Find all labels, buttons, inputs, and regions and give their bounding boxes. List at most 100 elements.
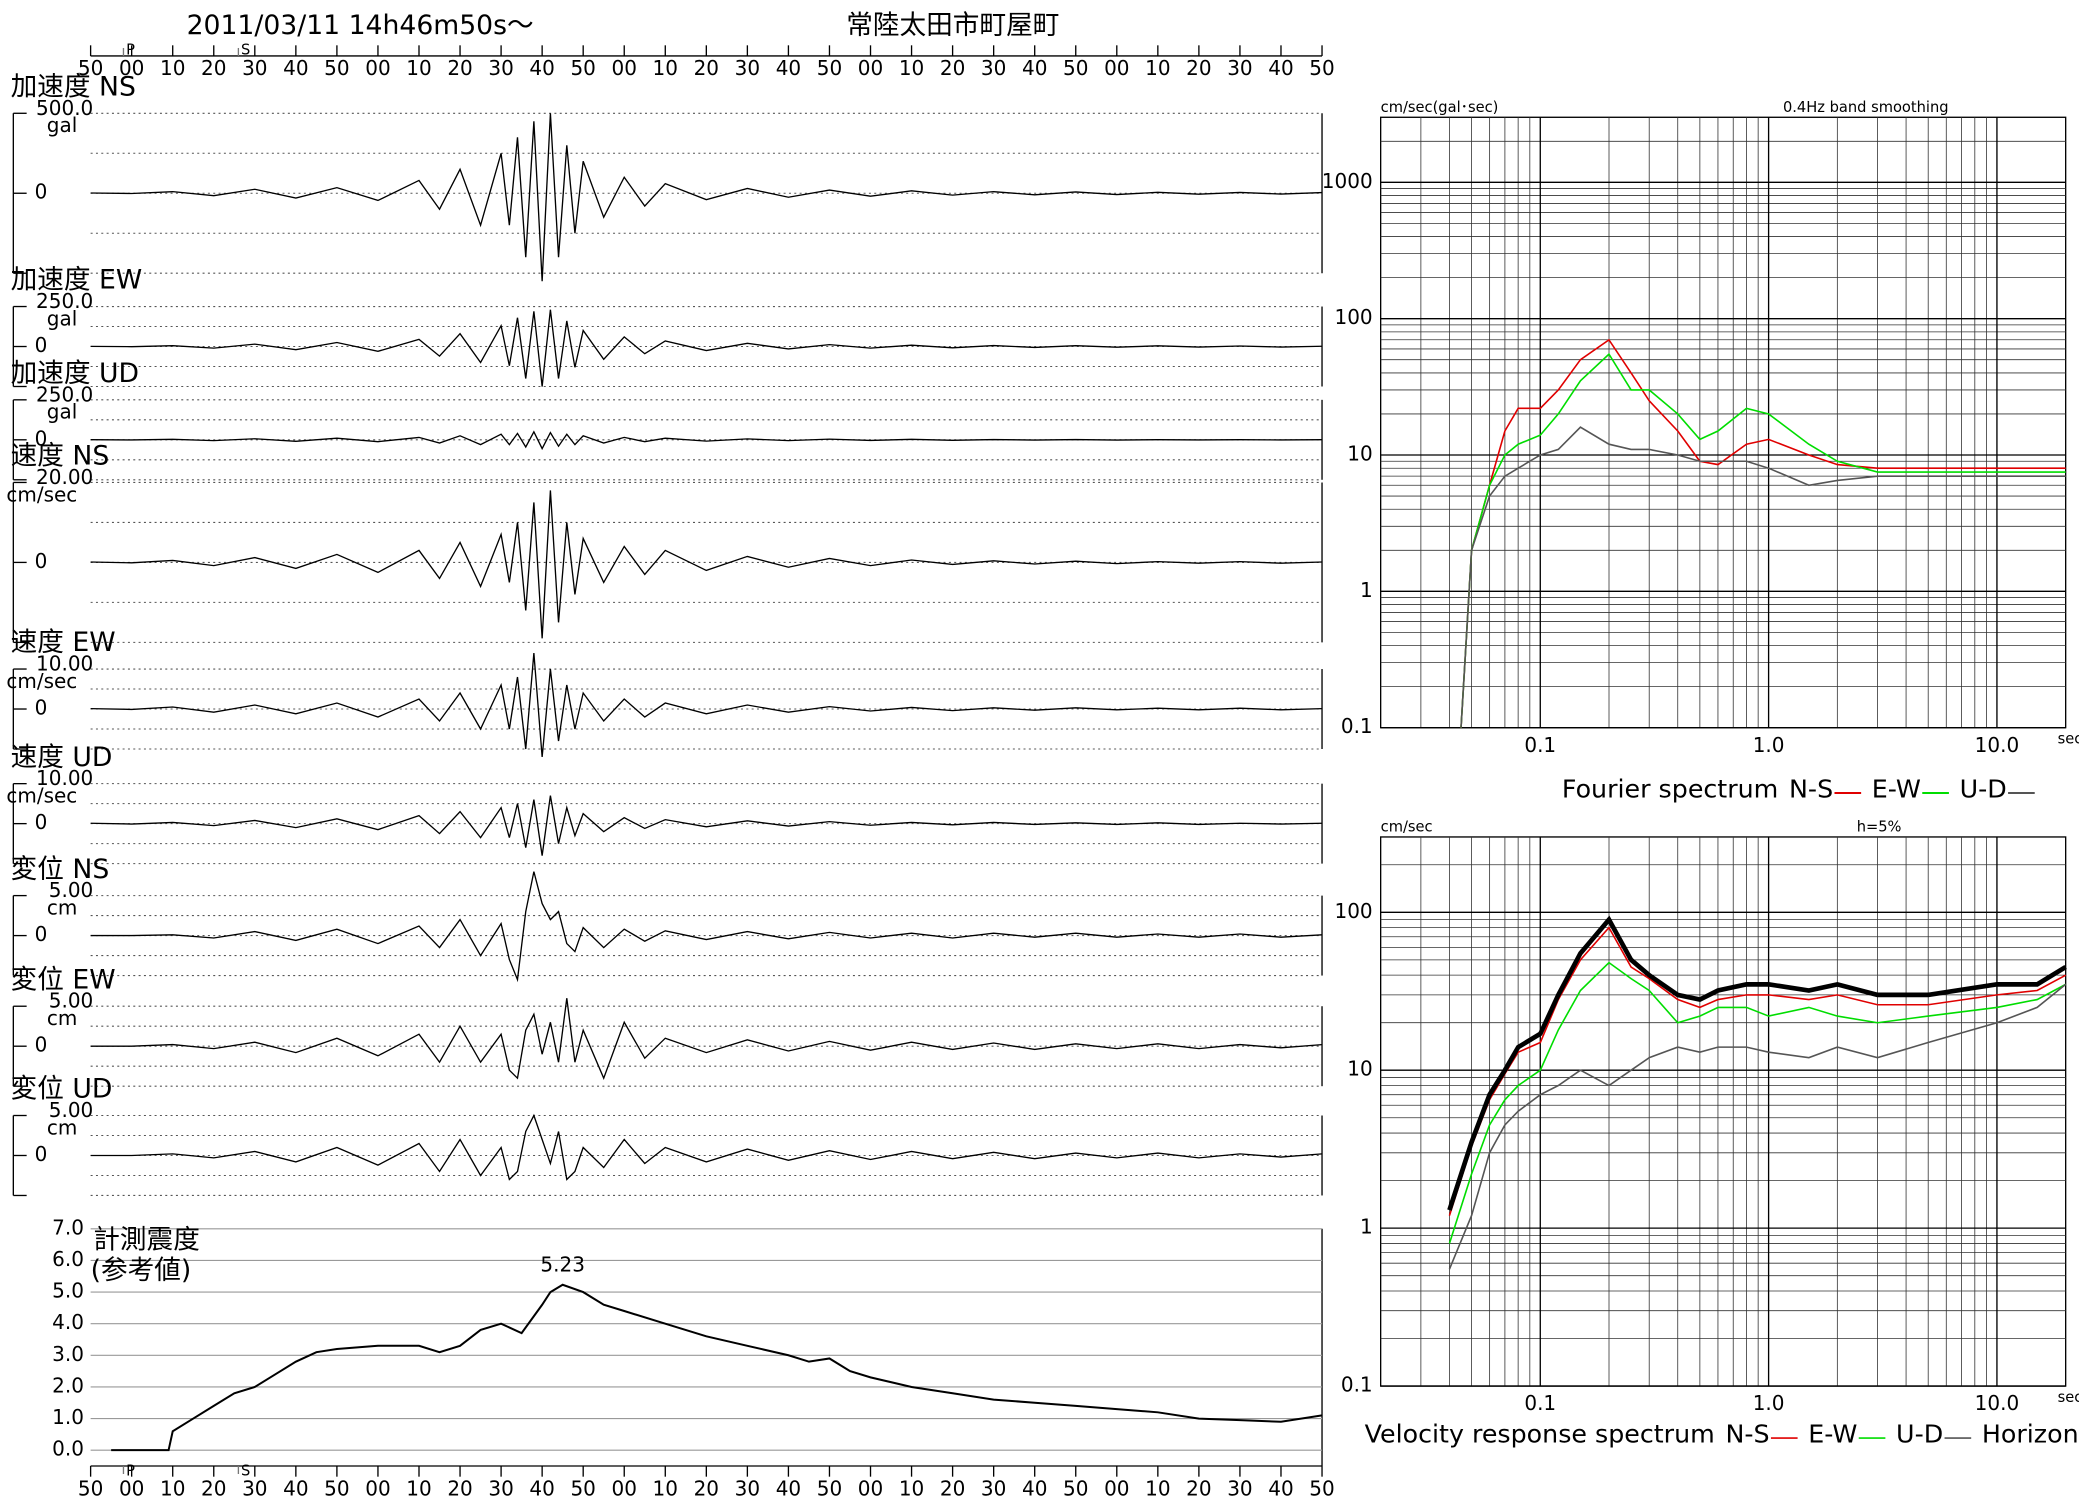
trace-title: 加速度 UD bbox=[11, 358, 139, 389]
chart-note: 0.4Hz band smoothing bbox=[1783, 99, 1949, 116]
zero-label: 0 bbox=[35, 810, 48, 834]
spectrum-line bbox=[1448, 926, 2067, 1216]
x-tick-label: 1.0 bbox=[1753, 1391, 1785, 1415]
y-tick-label: 10 bbox=[1347, 442, 1372, 466]
time-tick-label: 30 bbox=[242, 56, 267, 80]
legend-name: N-S bbox=[1725, 1418, 1769, 1448]
time-tick-label: 40 bbox=[529, 1477, 554, 1501]
time-tick-label: 10 bbox=[899, 56, 924, 80]
time-tick-label: 50 bbox=[1063, 1477, 1088, 1501]
time-tick-label: 40 bbox=[1022, 1477, 1047, 1501]
y-axis-label: cm/sec bbox=[1381, 819, 1433, 836]
time-tick-label: 10 bbox=[406, 56, 431, 80]
time-tick-label: 10 bbox=[1145, 56, 1170, 80]
zero-label: 0 bbox=[35, 426, 48, 450]
time-tick-label: 50 bbox=[78, 1477, 103, 1501]
x-tick-label: 10.0 bbox=[1975, 1391, 2019, 1415]
unit-label: cm bbox=[47, 1006, 77, 1030]
y-tick-label: 4.0 bbox=[52, 1310, 84, 1334]
trace-title: 変位 UD bbox=[11, 1074, 113, 1105]
time-tick-label: 00 bbox=[612, 1477, 637, 1501]
time-tick-label: 00 bbox=[1104, 1477, 1129, 1501]
y-tick-label: 0.0 bbox=[52, 1437, 84, 1461]
scale-label: 500.0 bbox=[36, 96, 93, 120]
time-tick-label: 20 bbox=[940, 56, 965, 80]
scale-label: 5.00 bbox=[49, 989, 93, 1013]
phase-marker-label: P bbox=[126, 1462, 135, 1479]
time-tick-label: 00 bbox=[365, 56, 390, 80]
time-tick-label: 10 bbox=[653, 56, 678, 80]
unit-label: gal bbox=[47, 113, 77, 137]
zero-label: 0 bbox=[35, 696, 48, 720]
time-tick-label: 50 bbox=[570, 1477, 595, 1501]
time-tick-label: 50 bbox=[570, 56, 595, 80]
y-tick-label: 1000 bbox=[1322, 169, 1373, 193]
scale-label: 20.00 bbox=[36, 465, 93, 489]
time-tick-label: 20 bbox=[1186, 56, 1211, 80]
time-tick-label: 40 bbox=[1268, 56, 1293, 80]
waveform bbox=[90, 430, 1323, 451]
y-tick-label: 2.0 bbox=[52, 1373, 84, 1397]
spectrum-line bbox=[1460, 352, 2066, 728]
time-tick-label: 10 bbox=[406, 1477, 431, 1501]
zero-label: 0 bbox=[35, 1142, 48, 1166]
time-tick-label: 00 bbox=[858, 1477, 883, 1501]
x-tick-label: 0.1 bbox=[1524, 733, 1556, 757]
time-tick-label: 40 bbox=[776, 56, 801, 80]
peak-label: 5.23 bbox=[540, 1253, 584, 1277]
y-axis-label: cm/sec(gal･sec) bbox=[1381, 99, 1499, 116]
time-tick-label: 30 bbox=[981, 1477, 1006, 1501]
y-tick-label: 5.0 bbox=[52, 1279, 84, 1303]
station-name: 常陸太田市町屋町 bbox=[846, 10, 1059, 41]
spectrum-line bbox=[1448, 983, 2067, 1270]
trace-title: 変位 NS bbox=[11, 854, 110, 885]
unit-label: cm/sec bbox=[6, 783, 77, 807]
scale-label: 5.00 bbox=[49, 1098, 93, 1122]
time-tick-label: 20 bbox=[201, 1477, 226, 1501]
waveform bbox=[90, 1113, 1323, 1181]
time-tick-label: 00 bbox=[365, 1477, 390, 1501]
waveform bbox=[90, 309, 1323, 387]
time-tick-label: 20 bbox=[447, 56, 472, 80]
time-tick-label: 00 bbox=[119, 56, 144, 80]
scale-label: 250.0 bbox=[36, 382, 93, 406]
time-tick-label: 00 bbox=[612, 56, 637, 80]
y-tick-label: 1.0 bbox=[52, 1405, 84, 1429]
time-tick-label: 30 bbox=[1227, 1477, 1252, 1501]
time-tick-label: 30 bbox=[1227, 56, 1252, 80]
trace-title: 速度 UD bbox=[11, 742, 113, 773]
zero-label: 0 bbox=[35, 922, 48, 946]
zero-label: 0 bbox=[35, 549, 48, 573]
waveform bbox=[90, 998, 1323, 1080]
waveform bbox=[90, 795, 1323, 856]
legend-title: Velocity response spectrum bbox=[1365, 1418, 1715, 1448]
time-tick-label: 30 bbox=[981, 56, 1006, 80]
legend-name: N-S bbox=[1789, 773, 1833, 803]
scale-label: 250.0 bbox=[36, 289, 93, 313]
zero-label: 0 bbox=[35, 1033, 48, 1057]
y-tick-label: 7.0 bbox=[52, 1215, 84, 1239]
trace-title: 加速度 EW bbox=[11, 265, 143, 296]
trace-title: 速度 EW bbox=[11, 627, 116, 658]
scale-label: 5.00 bbox=[49, 878, 93, 902]
unit-label: cm/sec bbox=[6, 482, 77, 506]
y-tick-label: 100 bbox=[1335, 305, 1373, 329]
time-tick-label: 50 bbox=[817, 1477, 842, 1501]
spectrum-line bbox=[1448, 961, 2067, 1244]
time-tick-label: 00 bbox=[119, 1477, 144, 1501]
time-tick-label: 10 bbox=[899, 1477, 924, 1501]
waveform bbox=[90, 652, 1323, 758]
intensity-line bbox=[111, 1283, 1323, 1452]
chart-note: h=5% bbox=[1857, 819, 1902, 836]
y-tick-label: 0.1 bbox=[1341, 1373, 1373, 1397]
legend-name: Horizon bbox=[1982, 1418, 2079, 1448]
time-tick-label: 20 bbox=[694, 56, 719, 80]
waveform bbox=[90, 871, 1323, 983]
time-tick-label: 40 bbox=[776, 1477, 801, 1501]
waveform bbox=[90, 113, 1323, 282]
zero-label: 0 bbox=[35, 333, 48, 357]
y-tick-label: 10 bbox=[1347, 1057, 1372, 1081]
time-tick-label: 50 bbox=[1309, 56, 1334, 80]
legend-name: U-D bbox=[1960, 773, 2007, 803]
